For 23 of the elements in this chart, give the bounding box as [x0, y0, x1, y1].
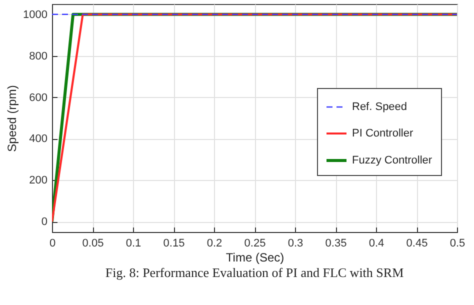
x-tick-label: 0.4 — [368, 238, 384, 250]
legend-label: Ref. Speed — [352, 101, 408, 113]
y-tick-label: 800 — [29, 50, 48, 62]
x-tick-label: 0.35 — [325, 238, 347, 250]
x-tick-label: 0.05 — [82, 238, 104, 250]
legend-label: Fuzzy Controller — [352, 154, 432, 166]
x-tick-label: 0.1 — [126, 238, 142, 250]
y-axis-title: Speed (rpm) — [5, 85, 20, 152]
x-tick-label: 0.45 — [406, 238, 428, 250]
y-tick-label: 600 — [29, 92, 48, 104]
x-axis-title: Time (Sec) — [226, 250, 284, 264]
y-tick-label: 0 — [41, 216, 48, 228]
x-tick-label: 0.5 — [450, 238, 466, 250]
y-tick-label: 400 — [29, 133, 48, 146]
x-tick-label: 0.15 — [163, 238, 185, 250]
caption: Fig. 8: Performance Evaluation of PI and FLC with SRM — [105, 265, 404, 280]
legend-label: PI Controller — [352, 128, 414, 140]
x-tick-label: 0 — [49, 238, 56, 250]
x-tick-label: 0.2 — [206, 238, 222, 250]
y-tick-label: 1000 — [23, 8, 48, 21]
x-tick-label: 0.3 — [288, 238, 304, 250]
x-tick-label: 0.25 — [244, 238, 266, 250]
y-tick-label: 200 — [29, 174, 48, 187]
